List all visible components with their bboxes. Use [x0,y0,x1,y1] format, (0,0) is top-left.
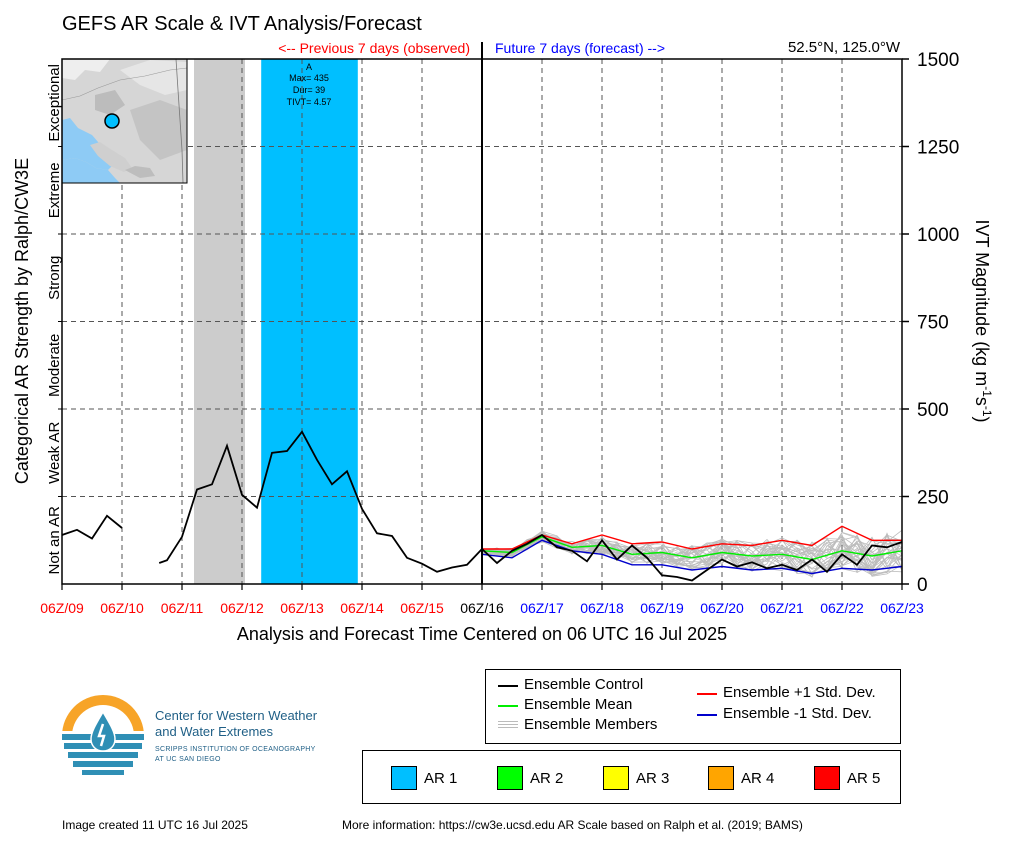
logo-ucsd-line: AT UC SAN DIEGO [155,756,221,763]
y-axis-right: 0 250 500 750 1000 1250 1500 [902,50,959,596]
series-legend: Ensemble Control Ensemble Mean Ensemble … [485,669,901,744]
y-tick-label-6: 1500 [917,50,959,71]
location-label: 52.5°N, 125.0°W [788,39,901,56]
x-tick-label-2: 06Z/11 [161,600,204,616]
x-tick-label-13: 06Z/22 [820,600,864,616]
x-tick-label-3: 06Z/12 [220,600,264,616]
y-tick-label-1: 250 [917,488,949,509]
logo-name-line1: Center for Western Weather [155,708,318,723]
ar2-swatch [497,766,523,790]
x-tick-label-11: 06Z/20 [700,600,744,616]
ensemble-member-line [481,537,902,573]
ar5-swatch [814,766,840,790]
y-tick-label-3: 750 [917,313,949,334]
event-label-max: Max= 435 [289,73,329,83]
ar1-swatch [391,766,417,790]
grid-lines [62,59,902,584]
category-label-2: Moderate [46,334,63,397]
x-tick-label-8: 06Z/17 [520,600,564,616]
y-tick-label-0: 0 [917,575,928,596]
category-label-5: Exceptional [46,64,63,142]
event-annotation: A Max= 435 Dur= 39 TIVT= 4.57 [287,62,332,107]
future-days-label: Future 7 days (forecast) --> [495,40,665,56]
y-tick-label-5: 1250 [917,138,959,159]
left-axis-label: Categorical AR Strength by Ralph/CW3E [12,158,32,484]
x-axis-label: Analysis and Forecast Time Centered on 0… [237,624,727,644]
ar2-label: AR 2 [530,770,564,787]
observed-ivt-line-0 [62,514,123,540]
observed-ivt-line-1 [158,430,483,573]
category-label-0: Not an AR [46,506,63,575]
ar4-label: AR 4 [741,770,775,787]
logo-scripps-line: SCRIPPS INSTITUTION OF OCEANOGRAPHY [155,746,316,753]
ensemble-member-line [481,536,902,575]
x-tick-label-6: 06Z/15 [400,600,444,616]
ar-level-legend: AR 1 AR 2 AR 3 AR 4 AR 5 [362,750,901,804]
y-tick-label-2: 500 [917,400,949,421]
legend-swatch-minus-std [697,714,717,716]
legend-label-members: Ensemble Members [524,716,658,733]
right-axis-label: IVT Magnitude (kg m-1s-1) [972,219,994,422]
cw3e-logo-icon [61,695,145,777]
x-tick-label-0: 06Z/09 [40,600,84,616]
x-tick-label-9: 06Z/18 [580,600,624,616]
legend-swatch-members [498,720,518,730]
x-tick-label-4: 06Z/13 [280,600,324,616]
chart-title: GEFS AR Scale & IVT Analysis/Forecast [62,13,422,35]
more-info-text: More information: https://cw3e.ucsd.edu … [342,818,803,832]
x-tick-label-10: 06Z/19 [640,600,684,616]
ensemble-member-line [482,532,902,572]
legend-label-minus-std: Ensemble -1 Std. Dev. [723,705,872,722]
inset-map [62,59,187,183]
chart-series [62,430,902,582]
series-ensemble-1-std-dev [482,525,902,550]
event-label-a: A [306,62,312,72]
category-label-1: Weak AR [46,422,63,484]
x-axis: 06Z/09 06Z/10 06Z/11 06Z/12 06Z/13 06Z/14 06Z/… [40,584,924,616]
event-label-dur: Dur= 39 [293,85,325,95]
ar3-swatch [603,766,629,790]
ar5-label: AR 5 [847,770,881,787]
legend-label-mean: Ensemble Mean [524,696,633,713]
y-tick-label-4: 1000 [917,225,959,246]
x-tick-label-12: 06Z/21 [760,600,804,616]
series-ensemble-mean [481,536,902,561]
legend-label-plus-std: Ensemble +1 Std. Dev. [723,684,876,701]
ar1-label: AR 1 [424,770,458,787]
ar-category-labels: Not an AR Weak AR Moderate Strong Extreme Exc… [46,64,63,574]
x-tick-label-14: 06Z/23 [880,600,924,616]
image-created-text: Image created 11 UTC 16 Jul 2025 [62,818,248,832]
location-marker-icon [104,113,120,129]
legend-swatch-control [498,685,518,687]
category-label-3: Strong [46,256,63,300]
x-tick-label-7: 06Z/16 [460,600,504,616]
legend-swatch-mean [498,705,518,707]
previous-days-label: <-- Previous 7 days (observed) [278,40,470,56]
series-ensemble-control [481,533,902,582]
ar3-label: AR 3 [636,770,670,787]
logo-name-line2: and Water Extremes [155,724,274,739]
event-label-tivt: TIVT= 4.57 [287,97,332,107]
legend-label-control: Ensemble Control [524,676,644,693]
category-label-4: Extreme [46,162,63,218]
ar4-swatch [708,766,734,790]
x-tick-label-5: 06Z/14 [340,600,384,616]
legend-swatch-plus-std [697,693,717,695]
x-tick-label-1: 06Z/10 [100,600,144,616]
